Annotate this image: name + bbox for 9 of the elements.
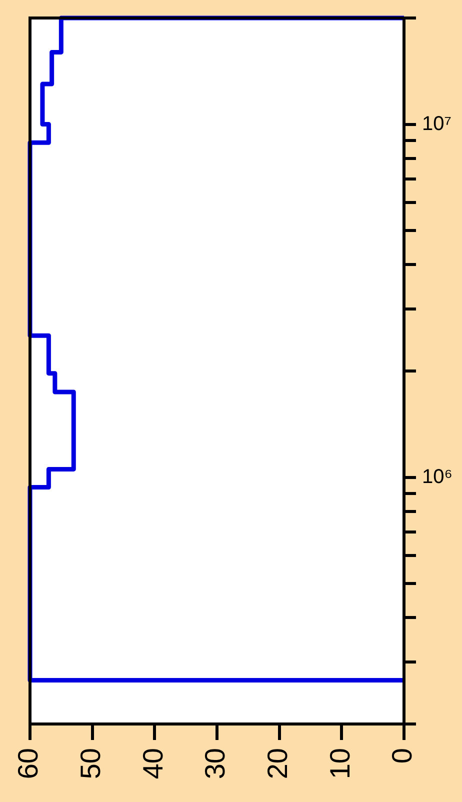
x-tick-label: 60 [12,748,44,780]
x-tick-label: 40 [137,748,168,780]
y-tick-label: 10⁶ [422,466,452,488]
x-tick-label: 30 [200,748,231,780]
x-tick-label: 20 [262,748,294,780]
x-tick-label: 0 [386,748,418,764]
x-tick-label: 10 [324,748,356,780]
x-tick-label: 50 [75,748,106,780]
y-tick-label: 10⁷ [422,112,452,135]
